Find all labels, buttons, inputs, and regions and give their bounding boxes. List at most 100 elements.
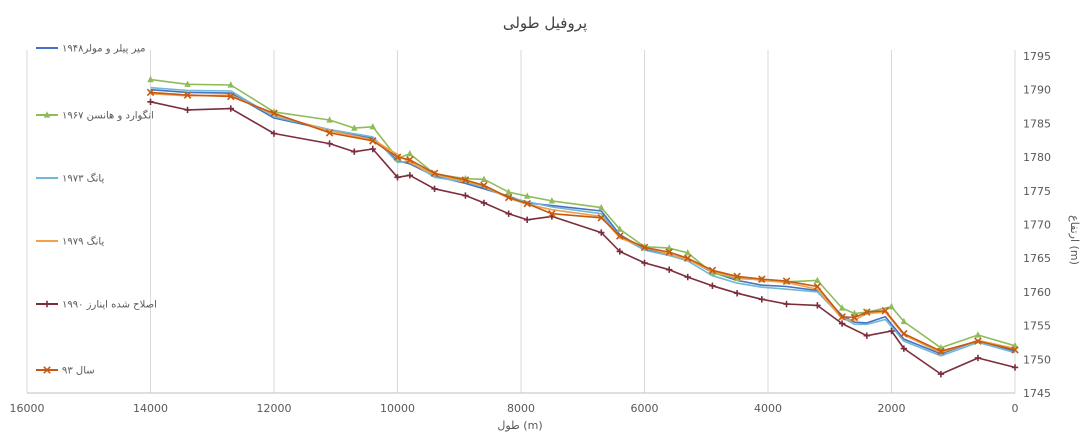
x-axis-ticks: 16000 14000 12000 10000 8000 6000 4000 2000 0 xyxy=(10,402,1019,415)
series-4-point-22 xyxy=(758,296,766,303)
series-2 xyxy=(150,86,1016,357)
series-4-point-2 xyxy=(227,105,234,112)
series-4-point-31 xyxy=(1011,364,1019,371)
series-4-point-9 xyxy=(431,185,438,192)
y-tick-label-8: 1785 xyxy=(1023,117,1051,130)
series-1-point-1 xyxy=(184,80,191,87)
x-tick-label-6: 4000 xyxy=(754,402,782,415)
x-tick-label-7: 2000 xyxy=(878,402,906,415)
series-5-point-25 xyxy=(850,313,859,322)
series-5-point-27 xyxy=(881,307,890,315)
y-tick-label-9: 1790 xyxy=(1023,84,1051,97)
series-5-point-1 xyxy=(183,91,192,99)
series-5-point-4 xyxy=(325,129,334,137)
series-4-point-27 xyxy=(888,327,895,335)
series-1-point-0 xyxy=(147,75,154,83)
legend-item-3: یانگ ۱۹۷۹ xyxy=(36,236,104,248)
y-tick-label-4: 1765 xyxy=(1023,252,1051,265)
legend-label-2: یانگ ۱۹۷۳ xyxy=(62,173,104,185)
series-5-point-6 xyxy=(393,153,402,161)
series-line-5 xyxy=(150,91,1016,353)
series-5-point-12 xyxy=(523,199,531,208)
series-5-point-18 xyxy=(683,254,692,262)
series-1-point-5 xyxy=(351,124,358,131)
y-tick-label-3: 1760 xyxy=(1023,286,1051,299)
series-5-point-11 xyxy=(504,193,513,202)
y-tick-label-6: 1775 xyxy=(1023,185,1051,198)
series-1-point-19 xyxy=(684,249,691,256)
series-1-point-25 xyxy=(838,304,846,311)
series-5-point-17 xyxy=(665,248,673,256)
series-5-point-9 xyxy=(461,176,470,184)
series-lines xyxy=(146,75,1019,378)
series-1-point-14 xyxy=(548,197,556,204)
series-5-point-15 xyxy=(616,232,624,240)
y-tick-label-7: 1780 xyxy=(1023,151,1051,164)
series-4-point-19 xyxy=(684,273,691,281)
series-5-point-23 xyxy=(813,282,822,291)
series-1-point-13 xyxy=(523,192,531,199)
series-4-point-23 xyxy=(783,300,790,308)
series-5-point-28 xyxy=(900,329,908,338)
series-4-point-5 xyxy=(351,148,358,155)
legend-label-3: یانگ ۱۹۷۹ xyxy=(62,236,104,248)
legend-label-5: سال ۹۳ xyxy=(62,366,95,377)
legend-marker-4 xyxy=(43,300,51,308)
series-5-point-14 xyxy=(597,213,606,222)
series-4-point-20 xyxy=(709,282,716,290)
series-1-point-6 xyxy=(369,122,376,130)
x-tick-label-5: 6000 xyxy=(631,402,659,415)
series-4-point-10 xyxy=(462,192,469,199)
x-axis-title: طول (m) xyxy=(497,419,542,432)
series-5-point-3 xyxy=(270,109,278,118)
legend-label-1: انگوارد و هانسن ۱۹۶۷ xyxy=(62,110,154,122)
series-1-point-12 xyxy=(505,188,512,195)
series-5-point-13 xyxy=(548,209,556,218)
legend-item-1: انگوارد و هانسن ۱۹۶۷ xyxy=(36,110,154,122)
series-1-point-28 xyxy=(888,302,895,310)
series-1-point-11 xyxy=(480,175,488,182)
series-5 xyxy=(146,88,1019,355)
legend-marker-5 xyxy=(43,366,51,374)
series-5-point-22 xyxy=(782,277,791,285)
series-4-point-28 xyxy=(900,345,908,352)
y-tick-label-5: 1770 xyxy=(1023,219,1051,232)
series-line-2 xyxy=(150,86,1016,357)
grid xyxy=(26,50,1016,394)
y-tick-label-1: 1750 xyxy=(1023,353,1051,366)
series-5-point-19 xyxy=(708,266,717,275)
series-4-point-18 xyxy=(666,266,673,273)
series-4-point-24 xyxy=(814,302,821,309)
series-1-point-24 xyxy=(814,276,821,284)
series-4-point-16 xyxy=(616,248,623,255)
legend-label-4: اصلاح شده اینارز ۱۹۹۰ xyxy=(62,300,157,311)
series-5-point-30 xyxy=(974,337,982,345)
legend-item-5: سال ۹۳ xyxy=(36,366,95,377)
x-tick-label-2: 12000 xyxy=(257,402,292,415)
series-4-point-15 xyxy=(598,229,605,236)
series-4-point-7 xyxy=(394,174,401,181)
series-4-point-0 xyxy=(147,98,154,106)
chart-title: پروفیل طولی xyxy=(503,14,587,33)
series-1-point-32 xyxy=(1011,342,1019,349)
y-tick-label-10: 1795 xyxy=(1023,50,1051,63)
series-line-3 xyxy=(150,92,1016,354)
series-5-point-7 xyxy=(406,156,414,164)
series-5-point-8 xyxy=(430,169,439,178)
series-1-point-18 xyxy=(666,244,673,251)
y-tick-label-0: 1745 xyxy=(1023,387,1051,400)
series-1-point-31 xyxy=(974,331,982,338)
series-5-point-16 xyxy=(640,243,649,252)
series-line-4 xyxy=(150,101,1016,375)
series-5-point-2 xyxy=(227,92,235,101)
y-axis-title: ارتفاع (m) xyxy=(1068,215,1080,265)
x-tick-label-1: 14000 xyxy=(133,402,168,415)
series-4-point-13 xyxy=(523,216,531,223)
series-4-point-21 xyxy=(733,290,741,297)
x-tick-label-0: 16000 xyxy=(10,402,45,415)
x-tick-label-3: 10000 xyxy=(380,402,415,415)
series-5-point-5 xyxy=(369,137,377,145)
series-1-point-2 xyxy=(227,81,234,88)
series-5-point-0 xyxy=(146,88,155,97)
series-4-point-29 xyxy=(937,370,945,378)
